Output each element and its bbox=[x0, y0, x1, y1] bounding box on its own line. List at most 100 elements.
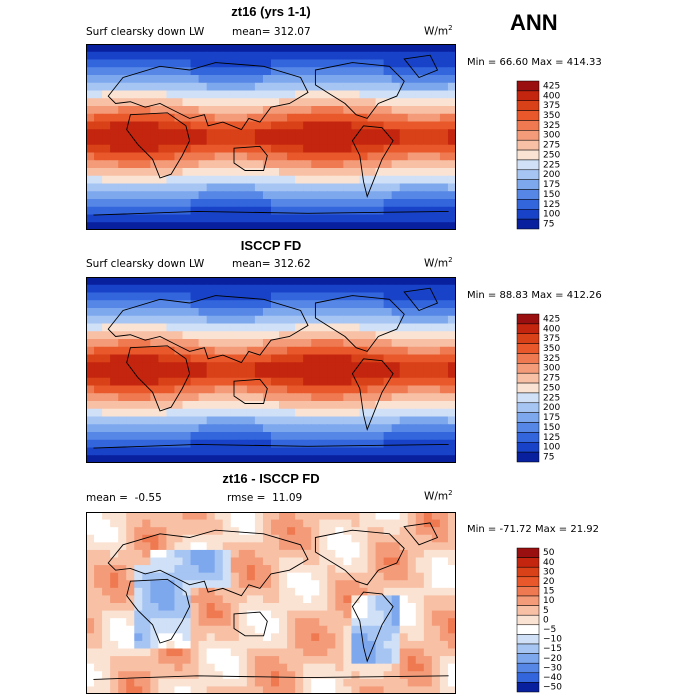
map-cell bbox=[423, 377, 433, 387]
map-cell bbox=[343, 656, 353, 665]
map-cell bbox=[238, 106, 248, 115]
map-frame bbox=[86, 277, 456, 463]
map-cell bbox=[303, 300, 312, 309]
map-cell bbox=[271, 51, 280, 61]
map-cell bbox=[303, 129, 312, 138]
map-cell bbox=[246, 377, 256, 387]
map-cell bbox=[303, 656, 312, 665]
map-cell bbox=[254, 222, 264, 230]
map-cell bbox=[327, 603, 336, 612]
map-cell bbox=[375, 113, 385, 123]
map-cell bbox=[311, 121, 320, 130]
map-cell bbox=[110, 377, 119, 387]
colorbar-tick-label: 350 bbox=[543, 111, 560, 121]
map-cell bbox=[439, 519, 449, 528]
map-cell bbox=[423, 75, 433, 84]
map-cell bbox=[134, 455, 143, 463]
colorbar-tick-label: 10 bbox=[543, 596, 555, 606]
map-cell bbox=[254, 618, 264, 627]
map-cell bbox=[94, 686, 103, 694]
map-cell bbox=[158, 315, 168, 325]
map-cell bbox=[254, 603, 264, 612]
map-cell bbox=[150, 67, 159, 76]
map-cell bbox=[439, 370, 449, 379]
map-cell bbox=[118, 603, 127, 612]
map-cell bbox=[351, 519, 361, 528]
map-cell bbox=[182, 183, 192, 192]
map-cell bbox=[287, 385, 296, 394]
map-cell bbox=[431, 300, 441, 309]
map-cell bbox=[238, 549, 248, 559]
map-cell bbox=[102, 113, 111, 123]
map-cell bbox=[431, 199, 441, 208]
map-cell bbox=[295, 191, 304, 200]
map-cell bbox=[214, 106, 224, 115]
map-cell bbox=[415, 362, 425, 371]
map-cell bbox=[383, 331, 393, 340]
map-cell bbox=[182, 447, 192, 456]
map-cell bbox=[158, 393, 168, 402]
map-cell bbox=[230, 432, 240, 441]
map-cell bbox=[351, 377, 361, 387]
map-cell bbox=[335, 439, 344, 449]
colorbar-tick-label: −10 bbox=[543, 635, 562, 645]
map-cell bbox=[423, 175, 433, 185]
map-cell bbox=[439, 323, 449, 332]
map-cell bbox=[271, 75, 280, 84]
map-cell bbox=[262, 557, 272, 566]
map-cell bbox=[399, 175, 409, 185]
map-cell bbox=[447, 300, 456, 309]
map-cell bbox=[407, 663, 417, 672]
map-cell bbox=[230, 121, 240, 130]
panel-2-min-value: 88.83 bbox=[499, 290, 529, 301]
map-cell bbox=[407, 339, 417, 348]
map-cell bbox=[447, 432, 456, 441]
map-cell bbox=[327, 331, 336, 340]
map-cell bbox=[391, 519, 401, 528]
map-cell bbox=[158, 113, 168, 123]
map-cell bbox=[262, 640, 272, 650]
map-cell bbox=[110, 222, 119, 230]
map-cell bbox=[158, 199, 168, 208]
map-cell bbox=[150, 424, 159, 433]
map-cell bbox=[383, 542, 393, 551]
map-cell bbox=[190, 671, 200, 680]
map-cell bbox=[295, 222, 304, 230]
map-cell bbox=[295, 315, 304, 325]
map-cell bbox=[102, 439, 111, 449]
map-cell bbox=[150, 686, 159, 694]
map-cell bbox=[295, 580, 304, 589]
map-cell bbox=[158, 565, 168, 574]
map-cell bbox=[359, 377, 369, 387]
map-cell bbox=[94, 152, 103, 161]
map-cell bbox=[271, 534, 280, 543]
map-cell bbox=[158, 377, 168, 387]
map-cell bbox=[303, 416, 312, 425]
map-cell bbox=[423, 439, 433, 449]
map-cell bbox=[126, 603, 135, 612]
map-cell bbox=[359, 603, 369, 612]
map-cell bbox=[198, 44, 208, 53]
map-cell bbox=[134, 214, 143, 223]
map-cell bbox=[351, 512, 361, 521]
map-cell bbox=[367, 527, 377, 536]
map-cell bbox=[94, 648, 103, 657]
map-cell bbox=[206, 686, 216, 694]
map-cell bbox=[391, 686, 401, 694]
map-cell bbox=[86, 408, 95, 418]
colorbar-tick-label: −40 bbox=[543, 673, 562, 683]
map-cell bbox=[303, 377, 312, 387]
map-cell bbox=[110, 447, 119, 456]
map-cell bbox=[447, 678, 456, 688]
map-cell bbox=[319, 439, 328, 449]
map-cell bbox=[391, 113, 401, 123]
map-cell bbox=[407, 308, 417, 317]
map-cell bbox=[94, 277, 103, 286]
colorbar-tick-label: 250 bbox=[543, 383, 560, 393]
map-cell bbox=[158, 75, 168, 84]
map-cell bbox=[126, 640, 135, 650]
map-cell bbox=[86, 199, 95, 208]
map-cell bbox=[86, 137, 95, 146]
coastline bbox=[126, 345, 191, 412]
map-cell bbox=[335, 346, 344, 356]
